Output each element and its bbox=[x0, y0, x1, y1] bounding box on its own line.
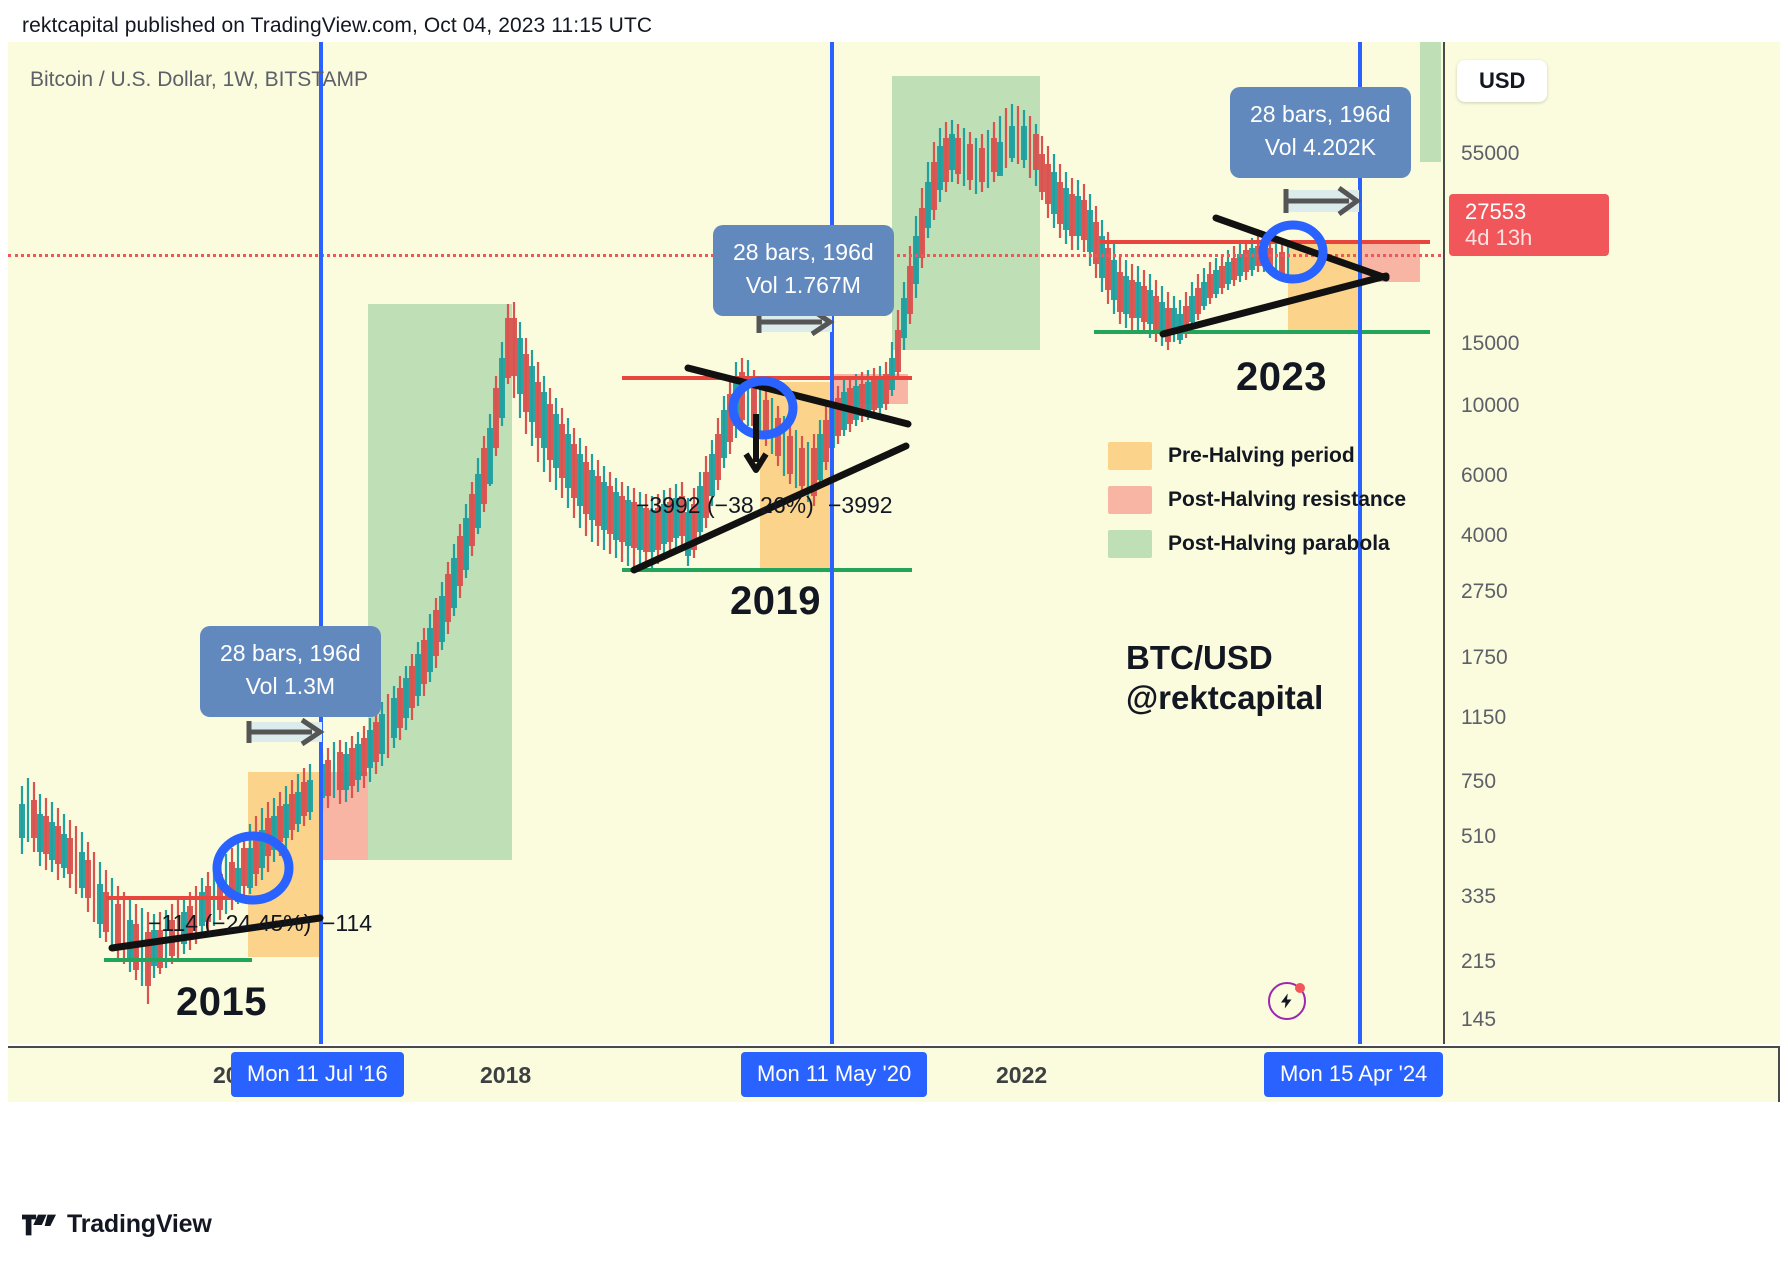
legend-item-post-resistance: Post-Halving resistance bbox=[1108, 486, 1406, 514]
price-tick-10000: 10000 bbox=[1461, 394, 1520, 417]
measure-ruler-2016 bbox=[246, 716, 326, 755]
legend-label-post-resistance: Post-Halving resistance bbox=[1168, 488, 1407, 511]
notification-dot-icon bbox=[1295, 983, 1305, 993]
tradingview-logo-icon bbox=[22, 1214, 56, 1235]
publish-info: rektcapital published on TradingView.com… bbox=[22, 14, 653, 37]
measure-ruler-2024 bbox=[1283, 182, 1363, 227]
arrow-right-icon bbox=[246, 717, 325, 747]
callout-bars-label: 28 bars, 196d bbox=[1250, 101, 1391, 127]
cycle-label-2015: 2015 bbox=[176, 980, 267, 1024]
halving-line-2020[interactable] bbox=[830, 42, 834, 1044]
legend-swatch-pre-halving bbox=[1108, 442, 1152, 470]
callout-bars-label: 28 bars, 196d bbox=[733, 239, 874, 265]
chart-area[interactable]: 28 bars, 196d Vol 1.3M 28 bars, 196d Vol… bbox=[8, 42, 1780, 1044]
bar-replay-icon[interactable] bbox=[1268, 982, 1306, 1020]
legend-swatch-post-resistance bbox=[1108, 486, 1152, 514]
chart-watermark: BTC/USD @rektcapital bbox=[1126, 638, 1323, 719]
zone-post-parabola-2024 bbox=[1420, 42, 1441, 162]
bar-countdown: 4d 13h bbox=[1465, 224, 1533, 250]
tradingview-wordmark: TradingView bbox=[67, 1210, 212, 1238]
callout-2024[interactable]: 28 bars, 196d Vol 4.202K bbox=[1230, 87, 1411, 178]
resistance-line-2015 bbox=[106, 896, 240, 900]
price-tick-335: 335 bbox=[1461, 885, 1497, 908]
price-tick-145: 145 bbox=[1461, 1008, 1497, 1031]
price-tick-510: 510 bbox=[1461, 825, 1497, 848]
symbol-title: Bitcoin / U.S. Dollar, 1W, BITSTAMP bbox=[30, 68, 369, 91]
halving-line-2024[interactable] bbox=[1358, 42, 1362, 1044]
time-marker-halving-2024[interactable]: Mon 15 Apr '24 bbox=[1264, 1052, 1444, 1097]
price-tick-750: 750 bbox=[1461, 770, 1497, 793]
time-scale[interactable]: 2015 2018 2022 Mon 11 Jul '16 Mon 11 May… bbox=[8, 1046, 1780, 1102]
arrow-right-icon bbox=[1283, 185, 1362, 217]
chart-legend: Pre-Halving period Post-Halving resistan… bbox=[1108, 442, 1406, 574]
price-tick-6000: 6000 bbox=[1461, 464, 1508, 487]
callout-2016[interactable]: 28 bars, 196d Vol 1.3M bbox=[200, 626, 381, 717]
time-marker-halving-2020[interactable]: Mon 11 May '20 bbox=[741, 1052, 928, 1097]
drawdown-value-2019: −3992 bbox=[828, 492, 893, 518]
price-tick-215: 215 bbox=[1461, 950, 1497, 973]
price-tick-15000: 15000 bbox=[1461, 332, 1520, 355]
chart-plot[interactable]: 28 bars, 196d Vol 1.3M 28 bars, 196d Vol… bbox=[8, 42, 1441, 1044]
callout-2020[interactable]: 28 bars, 196d Vol 1.767M bbox=[713, 225, 894, 316]
watermark-symbol: BTC/USD bbox=[1126, 639, 1273, 676]
resistance-line-2019 bbox=[622, 376, 912, 380]
callout-vol-label: Vol 1.3M bbox=[245, 673, 336, 700]
support-line-2019 bbox=[622, 568, 912, 572]
time-marker-halving-2016[interactable]: Mon 11 Jul '16 bbox=[231, 1052, 404, 1097]
legend-item-post-parabola: Post-Halving parabola bbox=[1108, 530, 1406, 558]
support-line-2023 bbox=[1094, 330, 1430, 334]
price-tick-2750: 2750 bbox=[1461, 580, 1508, 603]
watermark-handle: @rektcapital bbox=[1126, 679, 1324, 717]
cycle-label-2019: 2019 bbox=[730, 579, 821, 623]
currency-badge[interactable]: USD bbox=[1457, 60, 1548, 102]
legend-swatch-post-parabola bbox=[1108, 530, 1152, 558]
current-price-tag: 27553 4d 13h bbox=[1449, 194, 1609, 257]
price-scale[interactable]: USD 55000 35000 15000 10000 6000 4000 27… bbox=[1443, 42, 1780, 1044]
current-price-value: 27553 bbox=[1465, 199, 1527, 224]
legend-item-pre-halving: Pre-Halving period bbox=[1108, 442, 1406, 470]
zone-post-parabola-2016 bbox=[368, 304, 512, 860]
price-tick-1750: 1750 bbox=[1461, 646, 1508, 669]
drawdown-label-2015: −114 (−24.45%) bbox=[148, 910, 312, 936]
price-tick-4000: 4000 bbox=[1461, 524, 1508, 547]
drawdown-label-2019: −3992 (−38.26%) bbox=[636, 492, 814, 518]
time-tick-2022: 2022 bbox=[996, 1062, 1048, 1088]
time-tick-2018: 2018 bbox=[480, 1062, 532, 1088]
resistance-line-2023 bbox=[1100, 240, 1430, 244]
callout-vol-label: Vol 1.767M bbox=[745, 272, 861, 299]
zone-post-parabola-2020 bbox=[892, 76, 1040, 350]
halving-line-2016[interactable] bbox=[319, 42, 323, 1044]
legend-label-post-parabola: Post-Halving parabola bbox=[1168, 532, 1390, 555]
callout-vol-label: Vol 4.202K bbox=[1264, 134, 1376, 161]
callout-bars-label: 28 bars, 196d bbox=[220, 640, 361, 666]
legend-label-pre-halving: Pre-Halving period bbox=[1168, 444, 1355, 467]
tradingview-footer[interactable]: TradingView bbox=[22, 1210, 212, 1239]
drawdown-value-2015: −114 bbox=[322, 910, 373, 936]
price-tick-1150: 1150 bbox=[1461, 706, 1507, 729]
support-line-2015 bbox=[104, 958, 252, 962]
lightning-bolt-icon bbox=[1281, 993, 1292, 1009]
price-tick-55000: 55000 bbox=[1461, 142, 1520, 165]
cycle-label-2023: 2023 bbox=[1236, 355, 1327, 399]
